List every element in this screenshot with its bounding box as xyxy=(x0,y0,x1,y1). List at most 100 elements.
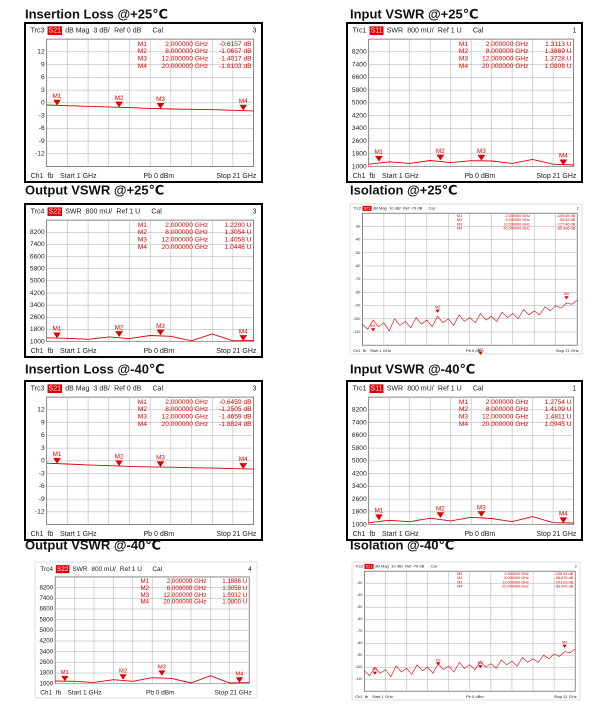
y-tick-label: 1800 xyxy=(39,670,53,677)
param-label: S22 xyxy=(57,566,69,573)
marker-name: M4 xyxy=(562,641,567,645)
marker-table-name: M2 xyxy=(141,585,150,592)
y-tick-label: 4200 xyxy=(352,470,367,477)
marker-table-freq: 12.000000 GHz xyxy=(162,236,209,243)
footer-channel: Ch1 xyxy=(31,531,44,538)
marker-table-value: 1.4811 U xyxy=(545,413,572,420)
marker-triangle xyxy=(559,517,568,524)
marker-name: M3 xyxy=(477,148,486,155)
y-tick-label: -40 xyxy=(357,593,363,597)
param-label: S21 xyxy=(49,386,62,393)
marker-name: M3 xyxy=(477,504,486,511)
param-tag xyxy=(369,26,384,36)
marker-table-freq: 8.000000 GHz xyxy=(165,406,208,413)
marker-triangle xyxy=(435,662,441,666)
marker-table-name: M4 xyxy=(459,63,469,70)
ref-label: Ref 0 dB xyxy=(114,386,142,393)
y-tick-label: -110 xyxy=(353,330,360,334)
marker-table-value: 1.0945 U xyxy=(545,421,572,428)
y-tick-label: 4200 xyxy=(39,638,53,645)
footer-stop: Stop 21 GHz xyxy=(556,348,579,353)
y-tick-label: -12 xyxy=(35,509,45,516)
panel-frame xyxy=(34,561,258,699)
marker-triangle xyxy=(61,675,69,682)
marker-table-name: M4 xyxy=(459,421,469,428)
y-tick-label: -9 xyxy=(39,138,45,145)
ref-label: Ref 0 dB xyxy=(114,28,142,35)
trace-line xyxy=(368,158,574,166)
marker-name: M4 xyxy=(559,510,568,517)
footer-power: Pb 0 dBm xyxy=(144,531,175,538)
marker-table-value: 1.0800 U xyxy=(222,599,247,606)
marker-table-name: M3 xyxy=(138,55,148,62)
marker-table-freq: 12.000000 GHz xyxy=(482,55,529,62)
format-label: SWR xyxy=(387,28,403,35)
param-label: S11 xyxy=(371,386,383,393)
y-tick-label: 7400 xyxy=(39,595,53,602)
y-tick-label: 1800 xyxy=(352,509,367,516)
ref-label: Ref 1 U xyxy=(120,566,142,573)
y-tick-label: -3 xyxy=(39,470,45,477)
marker-name: M4 xyxy=(559,153,568,160)
marker-triangle xyxy=(435,309,440,313)
channel-number: 3 xyxy=(252,386,256,393)
y-tick-label: 8200 xyxy=(39,584,53,591)
footer-trigger: fb xyxy=(47,173,53,180)
marker-name: M1 xyxy=(53,451,62,458)
marker-name: M2 xyxy=(436,658,441,662)
marker-triangle xyxy=(156,461,165,468)
scale-label: 800 mU/ xyxy=(86,209,113,216)
footer-start: Start 1 GHz xyxy=(370,348,391,353)
marker-table-value: 1.0808 U xyxy=(545,63,572,70)
param-tag xyxy=(364,563,374,569)
marker-table-value: 1.4058 U xyxy=(225,236,252,243)
marker-table-name: M3 xyxy=(459,55,469,62)
marker-table-freq: 12.000000 GHz xyxy=(162,55,209,62)
marker-table-freq: 8.000000 GHz xyxy=(486,48,529,55)
channel-number: 4 xyxy=(248,566,252,573)
channel-number: 2 xyxy=(577,205,580,210)
trace-line xyxy=(46,462,254,470)
footer-channel: Ch1 xyxy=(40,690,52,697)
marker-table-value: 1.0446 U xyxy=(225,244,252,251)
marker-table-freq: 2.000000 GHz xyxy=(486,399,529,406)
marker-table-value: -1.8103 dB xyxy=(219,63,252,70)
marker-table-freq: 12.000000 GHz xyxy=(162,413,209,420)
marker-triangle xyxy=(564,296,569,300)
marker-name: M1 xyxy=(61,670,69,676)
marker-name: M3 xyxy=(156,323,165,330)
marker-triangle xyxy=(562,644,567,648)
param-tag xyxy=(47,207,63,217)
trace-label: Trc1 xyxy=(353,386,367,393)
format-label: SWR xyxy=(387,386,403,393)
y-tick-label: 7400 xyxy=(352,61,367,68)
y-tick-label: 5800 xyxy=(30,265,45,272)
marker-table-freq: 20.000000 GHz xyxy=(163,599,206,606)
y-tick-label: 3400 xyxy=(352,125,367,132)
marker-table-name: M3 xyxy=(141,592,150,599)
marker-triangle xyxy=(158,670,166,676)
marker-name: M1 xyxy=(53,326,62,333)
marker-name: M2 xyxy=(115,95,124,102)
marker-table-name: M4 xyxy=(138,244,148,251)
footer-power: Pb 0 dBm xyxy=(144,348,175,355)
marker-name: M2 xyxy=(115,454,124,461)
y-tick-label: 2600 xyxy=(352,138,367,145)
y-tick-label: -100 xyxy=(355,665,363,669)
marker-table-name: M3 xyxy=(138,413,148,420)
y-tick-label: -100 xyxy=(353,317,361,321)
marker-table-freq: 2.000000 GHz xyxy=(165,399,208,406)
marker-table-name: M2 xyxy=(138,48,148,55)
param-tag xyxy=(362,205,372,211)
scale-label: 800 mU/ xyxy=(91,566,116,573)
format-label: dB Mag xyxy=(65,28,89,35)
marker-table-name: M4 xyxy=(457,585,462,589)
footer-power: Pb 0 dBm xyxy=(144,173,175,180)
footer-start: Start 1 GHz xyxy=(382,531,419,538)
y-tick-label: 1000 xyxy=(352,521,367,528)
marker-triangle xyxy=(115,460,123,467)
y-tick-label: 4200 xyxy=(352,112,367,119)
panel-frame xyxy=(24,22,263,183)
marker-table-name: M3 xyxy=(459,413,469,420)
marker-table-freq: 20.000000 GHz xyxy=(162,244,209,251)
